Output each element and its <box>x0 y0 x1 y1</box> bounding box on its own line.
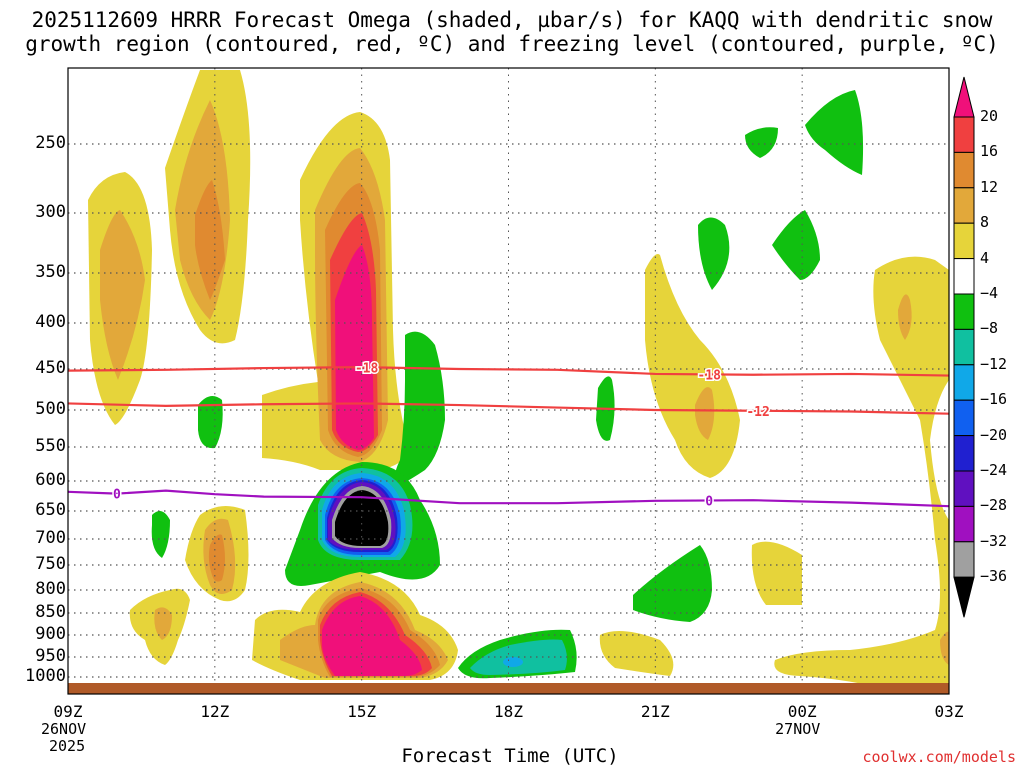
y-tick-label: 1000 <box>25 666 66 686</box>
omega-region-neg8 <box>633 545 712 622</box>
x-tick-date: 26NOV <box>41 720 87 738</box>
colorbar-swatch <box>953 151 975 189</box>
x-tick-label: 18Z <box>494 702 523 721</box>
omega-region-8 <box>100 210 145 380</box>
colorbar-label: 20 <box>980 107 999 125</box>
colorbar-swatch <box>953 505 975 543</box>
omega-region-12 <box>208 534 225 582</box>
omega-region-4 <box>774 256 949 694</box>
omega-region-neg8 <box>151 511 170 558</box>
x-tick-label: 00Z <box>787 702 817 721</box>
y-tick-label: 700 <box>35 528 66 548</box>
contour-line--18 <box>68 366 949 377</box>
y-tick-label: 400 <box>35 312 66 332</box>
omega-region-neg8 <box>198 396 223 449</box>
credit-link[interactable]: coolwx.com/models <box>862 748 1016 766</box>
colorbar-swatch <box>953 258 975 295</box>
y-tick-label: 500 <box>35 399 66 419</box>
contour-label: -12 <box>746 405 769 420</box>
y-tick-label: 800 <box>35 579 66 599</box>
y-tick-label: 950 <box>35 646 66 666</box>
y-tick-label: 550 <box>35 436 66 456</box>
omega-region-20 <box>335 245 374 450</box>
colorbar-swatch <box>953 328 975 366</box>
x-tick-label: 03Z <box>934 702 964 721</box>
colorbar-swatch <box>953 364 975 401</box>
omega-region-neg8 <box>395 331 445 485</box>
x-tick-label: 09Z <box>53 702 83 721</box>
y-tick-label: 650 <box>35 500 66 520</box>
y-tick-label: 850 <box>35 602 66 622</box>
omega-region-neg16 <box>503 657 523 667</box>
omega-region-12 <box>195 180 225 300</box>
contour-label: -18 <box>697 368 721 383</box>
x-tick-label: 15Z <box>347 702 377 721</box>
plot-frame <box>67 67 950 695</box>
omega-region-neg8 <box>698 217 730 290</box>
contour-line-0 <box>68 489 949 508</box>
colorbar-label: −4 <box>980 284 999 302</box>
omega-field <box>88 70 949 694</box>
colorbar-label: −36 <box>980 567 1008 586</box>
colorbar-swatch <box>953 399 975 437</box>
colorbar-swatch <box>953 293 975 330</box>
x-tick-label: 21Z <box>640 702 670 721</box>
contour-line--12 <box>68 402 949 415</box>
colorbar-label: 16 <box>980 142 999 161</box>
colorbar-label: −24 <box>980 461 1008 479</box>
y-tick-label: 350 <box>35 262 66 282</box>
chart-title-line-1: 2025112609 HRRR Forecast Omega (shaded, … <box>31 8 993 32</box>
contour-label: 0 <box>705 494 713 509</box>
colorbar-swatch <box>953 435 975 472</box>
omega-region-4 <box>751 541 802 605</box>
x-axis-title: Forecast Time (UTC) <box>401 745 619 767</box>
contour-label: -18 <box>355 361 379 376</box>
omega-region-8 <box>898 294 912 340</box>
x-tick-year: 2025 <box>49 737 86 755</box>
colorbar-label: −28 <box>980 496 1008 515</box>
colorbar <box>953 76 975 618</box>
colorbar-bottom-arrow <box>953 576 975 618</box>
omega-region-neg8 <box>772 210 820 280</box>
colorbar-label: 12 <box>980 177 999 196</box>
colorbar-label: −12 <box>980 354 1008 373</box>
omega-region-4 <box>599 631 674 676</box>
y-tick-label: 900 <box>35 624 66 644</box>
colorbar-swatch <box>953 187 975 224</box>
omega-region-8 <box>154 607 172 640</box>
colorbar-label: −8 <box>980 319 999 338</box>
colorbar-label: 8 <box>980 213 990 232</box>
contour-label: 0 <box>113 488 121 503</box>
omega-region-neg8 <box>745 127 778 158</box>
omega-region-8 <box>695 387 715 440</box>
x-tick-label: 12Z <box>200 702 230 721</box>
y-tick-label: 600 <box>35 470 66 490</box>
colorbar-label: −32 <box>980 531 1008 550</box>
y-tick-label: 750 <box>35 554 66 574</box>
colorbar-swatch <box>953 116 975 153</box>
colorbar-swatch <box>953 541 975 578</box>
ground-bar <box>68 683 949 694</box>
colorbar-label: −16 <box>980 390 1008 409</box>
colorbar-swatch <box>953 222 975 260</box>
omega-region-20 <box>322 596 422 676</box>
y-tick-label: 250 <box>35 133 66 153</box>
x-tick-date: 27NOV <box>775 720 821 738</box>
chart-title-line-2: growth region (contoured, red, ºC) and f… <box>25 32 999 56</box>
omega-region-8 <box>940 631 949 665</box>
colorbar-swatch <box>953 470 975 507</box>
y-tick-label: 300 <box>35 202 66 222</box>
colorbar-top-arrow <box>953 76 975 118</box>
omega-region-neg8 <box>805 90 864 175</box>
contour-lines: -18 -18 -12 0 0 <box>68 360 949 511</box>
colorbar-label: 4 <box>980 248 990 267</box>
omega-region-4 <box>645 254 740 478</box>
colorbar-label: −20 <box>980 425 1008 444</box>
y-tick-label: 450 <box>35 358 66 378</box>
